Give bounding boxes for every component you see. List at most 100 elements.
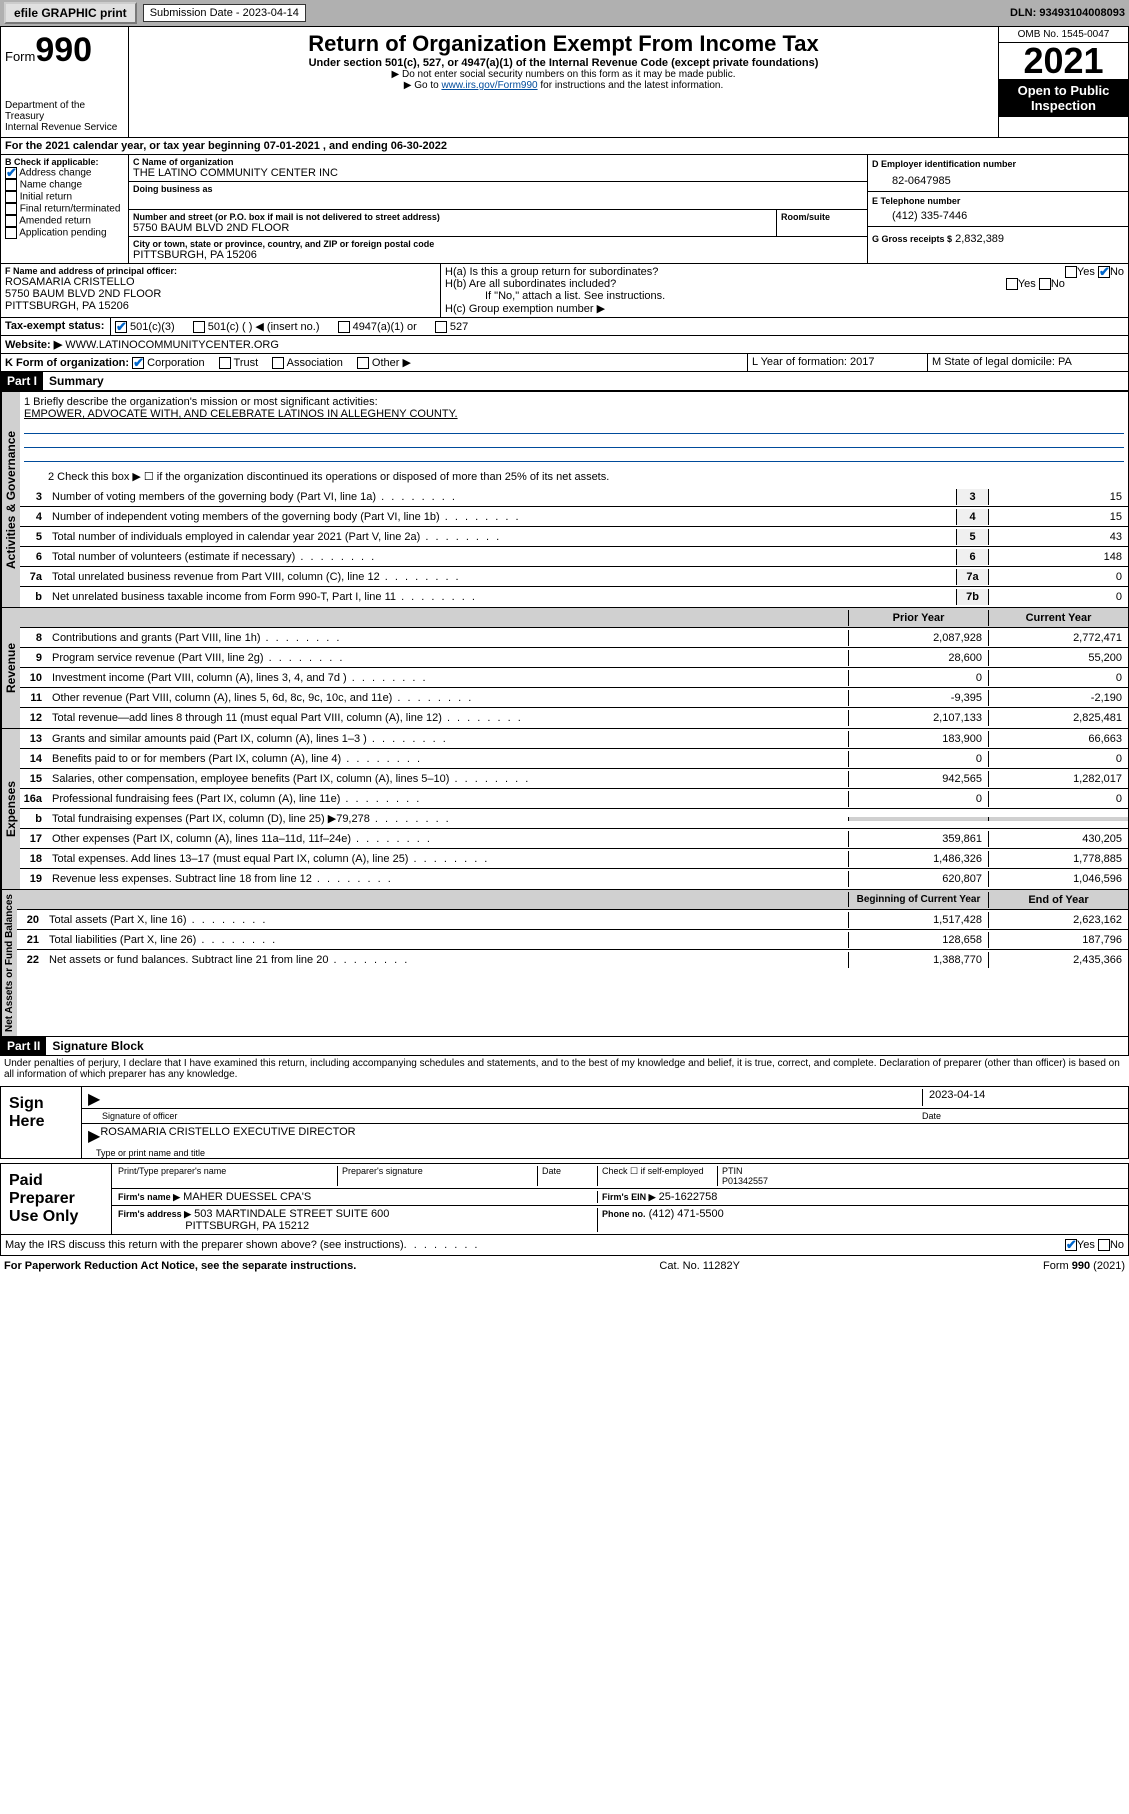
year-formation: L Year of formation: 2017 [748, 354, 928, 371]
checkbox-name-change[interactable]: Name change [5, 179, 124, 191]
governance-tab: Activities & Governance [1, 392, 20, 607]
city-label: City or town, state or province, country… [133, 239, 863, 249]
city-state-zip: PITTSBURGH, PA 15206 [133, 249, 863, 261]
part1-header: Part I [1, 372, 43, 390]
efile-print-button[interactable]: efile GRAPHIC print [4, 2, 137, 24]
state-domicile: M State of legal domicile: PA [928, 354, 1128, 371]
summary-line-18: 18Total expenses. Add lines 13–17 (must … [20, 849, 1128, 869]
top-toolbar: efile GRAPHIC print Submission Date - 20… [0, 0, 1129, 26]
firm-addr2: PITTSBURGH, PA 15212 [185, 1220, 309, 1232]
form-subtitle: Under section 501(c), 527, or 4947(a)(1)… [133, 57, 994, 69]
form-header: Form990 Department of the Treasury Inter… [0, 26, 1129, 138]
checkbox-final-return-terminated[interactable]: Final return/terminated [5, 203, 124, 215]
summary-line-3: 3Number of voting members of the governi… [20, 487, 1128, 507]
addr-label: Number and street (or P.O. box if mail i… [133, 212, 772, 222]
tax-year: 2021 [999, 43, 1128, 79]
phone-label: E Telephone number [872, 196, 1124, 206]
net-assets-tab: Net Assets or Fund Balances [1, 890, 17, 1036]
box-i-label: Tax-exempt status: [1, 318, 111, 335]
expenses-tab: Expenses [1, 729, 20, 889]
open-to-public: Open to Public Inspection [999, 79, 1128, 117]
summary-line-4: 4Number of independent voting members of… [20, 507, 1128, 527]
ein: 82-0647985 [872, 169, 1124, 187]
prep-sig-label: Preparer's signature [338, 1166, 538, 1186]
ein-label: D Employer identification number [872, 159, 1124, 169]
irs-label: Internal Revenue Service [5, 122, 124, 133]
revenue-tab: Revenue [1, 608, 20, 728]
checkbox-amended-return[interactable]: Amended return [5, 215, 124, 227]
checkbox-application-pending[interactable]: Application pending [5, 227, 124, 239]
page-footer: For Paperwork Reduction Act Notice, see … [0, 1256, 1129, 1276]
officer-label: F Name and address of principal officer: [5, 266, 436, 276]
summary-line-7a: 7aTotal unrelated business revenue from … [20, 567, 1128, 587]
street-address: 5750 BAUM BLVD 2ND FLOOR [133, 222, 772, 234]
name-title-label: Type or print name and title [82, 1148, 1128, 1158]
tax-status-row: Tax-exempt status: 501(c)(3) 501(c) ( ) … [0, 318, 1129, 336]
summary-line-9: 9Program service revenue (Part VIII, lin… [20, 648, 1128, 668]
tax-status-opt[interactable]: 4947(a)(1) or [338, 321, 417, 333]
org-form-opt[interactable]: Association [272, 357, 343, 369]
sig-date: 2023-04-14 [922, 1089, 1122, 1106]
firm-addr1: 503 MARTINDALE STREET SUITE 600 [194, 1208, 389, 1220]
form-org-row: K Form of organization: Corporation Trus… [0, 354, 1129, 372]
org-form-opt[interactable]: Trust [219, 357, 259, 369]
summary-line-19: 19Revenue less expenses. Subtract line 1… [20, 869, 1128, 889]
tax-period: For the 2021 calendar year, or tax year … [1, 138, 1128, 154]
arrow-icon: ▶ [88, 1126, 100, 1146]
ha-row: H(a) Is this a group return for subordin… [445, 266, 1124, 278]
part2-title: Signature Block [46, 1037, 149, 1055]
governance-section: Activities & Governance 1 Briefly descri… [0, 392, 1129, 608]
firm-ein: 25-1622758 [659, 1191, 718, 1203]
end-year-header: End of Year [988, 892, 1128, 908]
paid-preparer-block: Paid Preparer Use Only Print/Type prepar… [0, 1163, 1129, 1235]
current-year-header: Current Year [988, 610, 1128, 626]
dept-treasury: Department of the Treasury [5, 100, 124, 122]
org-name: THE LATINO COMMUNITY CENTER INC [133, 167, 863, 179]
form-number: Form990 [5, 31, 124, 70]
cat-number: Cat. No. 11282Y [659, 1260, 740, 1272]
sign-here-block: Sign Here ▶ 2023-04-14 Signature of offi… [0, 1086, 1129, 1159]
org-name-label: C Name of organization [133, 157, 863, 167]
expenses-section: Expenses 13Grants and similar amounts pa… [0, 729, 1129, 890]
room-label: Room/suite [781, 212, 863, 222]
officer-addr1: 5750 BAUM BLVD 2ND FLOOR [5, 288, 436, 300]
irs-link[interactable]: www.irs.gov/Form990 [441, 80, 537, 91]
checkbox-address-change[interactable]: Address change [5, 167, 124, 179]
firm-name: MAHER DUESSEL CPA'S [183, 1191, 311, 1203]
summary-line-13: 13Grants and similar amounts paid (Part … [20, 729, 1128, 749]
form-title: Return of Organization Exempt From Incom… [133, 31, 994, 57]
gross-receipts-label: G Gross receipts $ [872, 234, 952, 244]
tax-status-opt[interactable]: 501(c)(3) [115, 321, 175, 333]
date-label: Date [922, 1111, 1122, 1121]
instructions-link-row: ▶ Go to www.irs.gov/Form990 for instruct… [133, 80, 994, 91]
summary-line-15: 15Salaries, other compensation, employee… [20, 769, 1128, 789]
org-form-opt[interactable]: Other ▶ [357, 357, 411, 369]
summary-line-b: bTotal fundraising expenses (Part IX, co… [20, 809, 1128, 829]
org-form-opt[interactable]: Corporation [132, 357, 205, 369]
summary-line-b: bNet unrelated business taxable income f… [20, 587, 1128, 607]
sign-here-label: Sign Here [1, 1087, 81, 1158]
box-b-label: B Check if applicable: [5, 157, 124, 167]
mission-label: 1 Briefly describe the organization's mi… [24, 396, 1124, 408]
hc-row: H(c) Group exemption number ▶ [445, 302, 1124, 315]
perjury-declaration: Under penalties of perjury, I declare th… [0, 1056, 1129, 1082]
summary-line-8: 8Contributions and grants (Part VIII, li… [20, 628, 1128, 648]
officer-addr2: PITTSBURGH, PA 15206 [5, 300, 436, 312]
ssn-warning: ▶ Do not enter social security numbers o… [133, 69, 994, 80]
prior-year-header: Prior Year [848, 610, 988, 626]
tax-status-opt[interactable]: 501(c) ( ) ◀ (insert no.) [193, 321, 320, 333]
officer-group-row: F Name and address of principal officer:… [0, 264, 1129, 318]
gross-receipts: 2,832,389 [955, 233, 1004, 245]
summary-line-14: 14Benefits paid to or for members (Part … [20, 749, 1128, 769]
website: WWW.LATINOCOMMUNITYCENTER.ORG [65, 339, 279, 351]
prep-date-label: Date [538, 1166, 598, 1186]
website-row: Website: ▶ WWW.LATINOCOMMUNITYCENTER.ORG [0, 336, 1129, 354]
dln: DLN: 93493104008093 [1010, 7, 1125, 19]
part2-header: Part II [1, 1037, 46, 1055]
tax-status-opt[interactable]: 527 [435, 321, 468, 333]
summary-line-17: 17Other expenses (Part IX, column (A), l… [20, 829, 1128, 849]
discuss-row: May the IRS discuss this return with the… [0, 1235, 1129, 1256]
checkbox-initial-return[interactable]: Initial return [5, 191, 124, 203]
submission-date: Submission Date - 2023-04-14 [143, 4, 306, 22]
hb-note: If "No," attach a list. See instructions… [445, 290, 1124, 302]
